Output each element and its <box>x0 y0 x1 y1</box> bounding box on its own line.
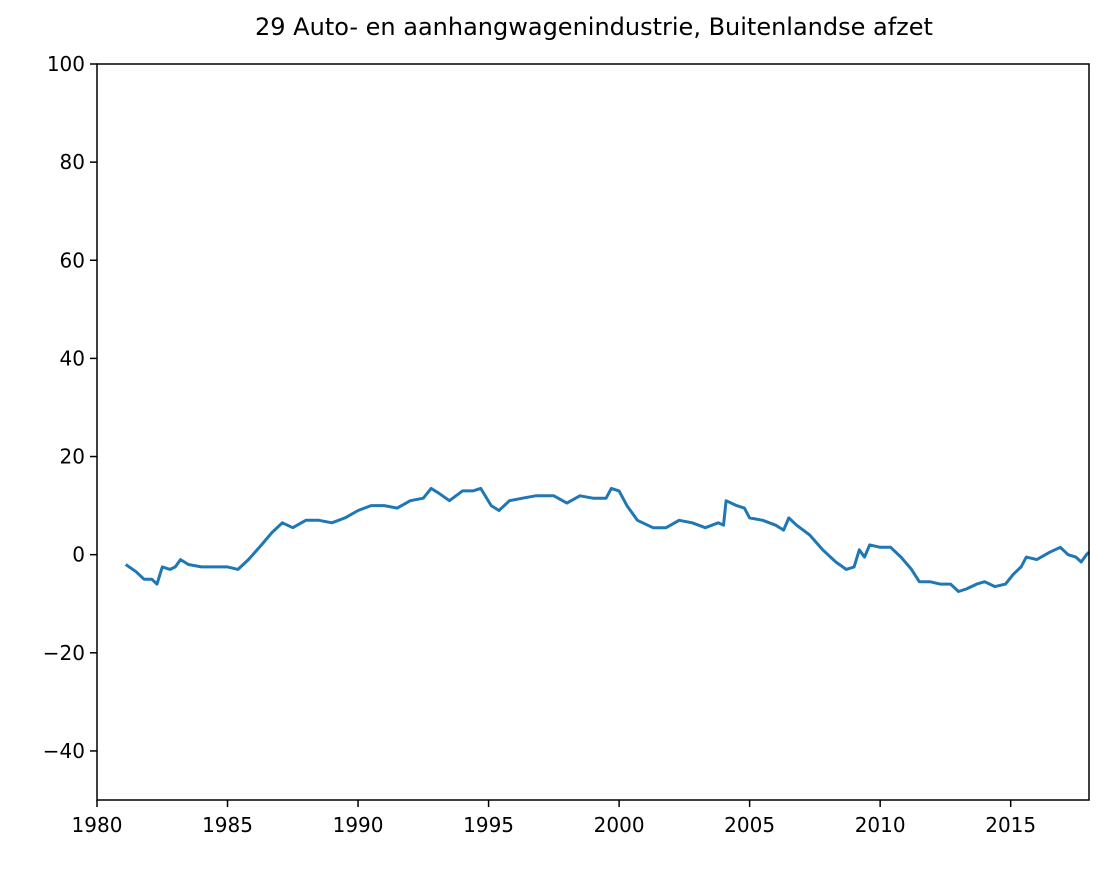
x-tick-label: 2010 <box>855 813 906 837</box>
x-tick-label: 2000 <box>594 813 645 837</box>
y-tick-label: 80 <box>60 150 85 174</box>
x-tick-label: 1995 <box>463 813 514 837</box>
y-tick-label: 60 <box>60 248 85 272</box>
chart-title: 29 Auto- en aanhangwagenindustrie, Buite… <box>255 13 933 41</box>
x-tick-label: 1980 <box>72 813 123 837</box>
y-tick-label: 20 <box>60 445 85 469</box>
y-tick-label: −40 <box>43 739 85 763</box>
y-tick-label: 40 <box>60 346 85 370</box>
x-tick-label: 1990 <box>333 813 384 837</box>
y-tick-label: −20 <box>43 641 85 665</box>
x-tick-label: 2005 <box>724 813 775 837</box>
plot-frame <box>96 63 1090 801</box>
y-tick-label: 0 <box>72 543 85 567</box>
y-tick-label: 100 <box>47 52 85 76</box>
data-line <box>124 486 1091 593</box>
x-tick-label: 2015 <box>985 813 1036 837</box>
x-tick-label: 1985 <box>202 813 253 837</box>
